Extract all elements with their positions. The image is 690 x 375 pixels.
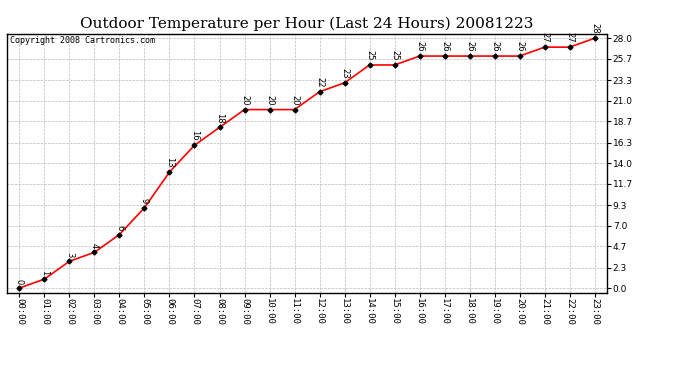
Text: 20: 20 bbox=[290, 95, 299, 105]
Text: 23: 23 bbox=[340, 68, 349, 79]
Text: Copyright 2008 Cartronics.com: Copyright 2008 Cartronics.com bbox=[10, 36, 155, 45]
Text: 13: 13 bbox=[165, 157, 174, 168]
Text: 26: 26 bbox=[440, 41, 449, 52]
Text: 27: 27 bbox=[540, 32, 549, 43]
Text: 3: 3 bbox=[65, 252, 74, 257]
Text: 26: 26 bbox=[515, 41, 524, 52]
Text: 22: 22 bbox=[315, 77, 324, 88]
Text: 4: 4 bbox=[90, 243, 99, 248]
Text: 26: 26 bbox=[415, 41, 424, 52]
Text: 16: 16 bbox=[190, 130, 199, 141]
Title: Outdoor Temperature per Hour (Last 24 Hours) 20081223: Outdoor Temperature per Hour (Last 24 Ho… bbox=[80, 17, 534, 31]
Text: 18: 18 bbox=[215, 112, 224, 123]
Text: 28: 28 bbox=[590, 23, 599, 34]
Text: 26: 26 bbox=[465, 41, 474, 52]
Text: 20: 20 bbox=[265, 95, 274, 105]
Text: 9: 9 bbox=[140, 198, 149, 204]
Text: 0: 0 bbox=[15, 279, 24, 284]
Text: 6: 6 bbox=[115, 225, 124, 230]
Text: 25: 25 bbox=[390, 50, 399, 61]
Text: 27: 27 bbox=[565, 32, 574, 43]
Text: 20: 20 bbox=[240, 95, 249, 105]
Text: 26: 26 bbox=[490, 41, 499, 52]
Text: 25: 25 bbox=[365, 50, 374, 61]
Text: 1: 1 bbox=[40, 270, 49, 275]
